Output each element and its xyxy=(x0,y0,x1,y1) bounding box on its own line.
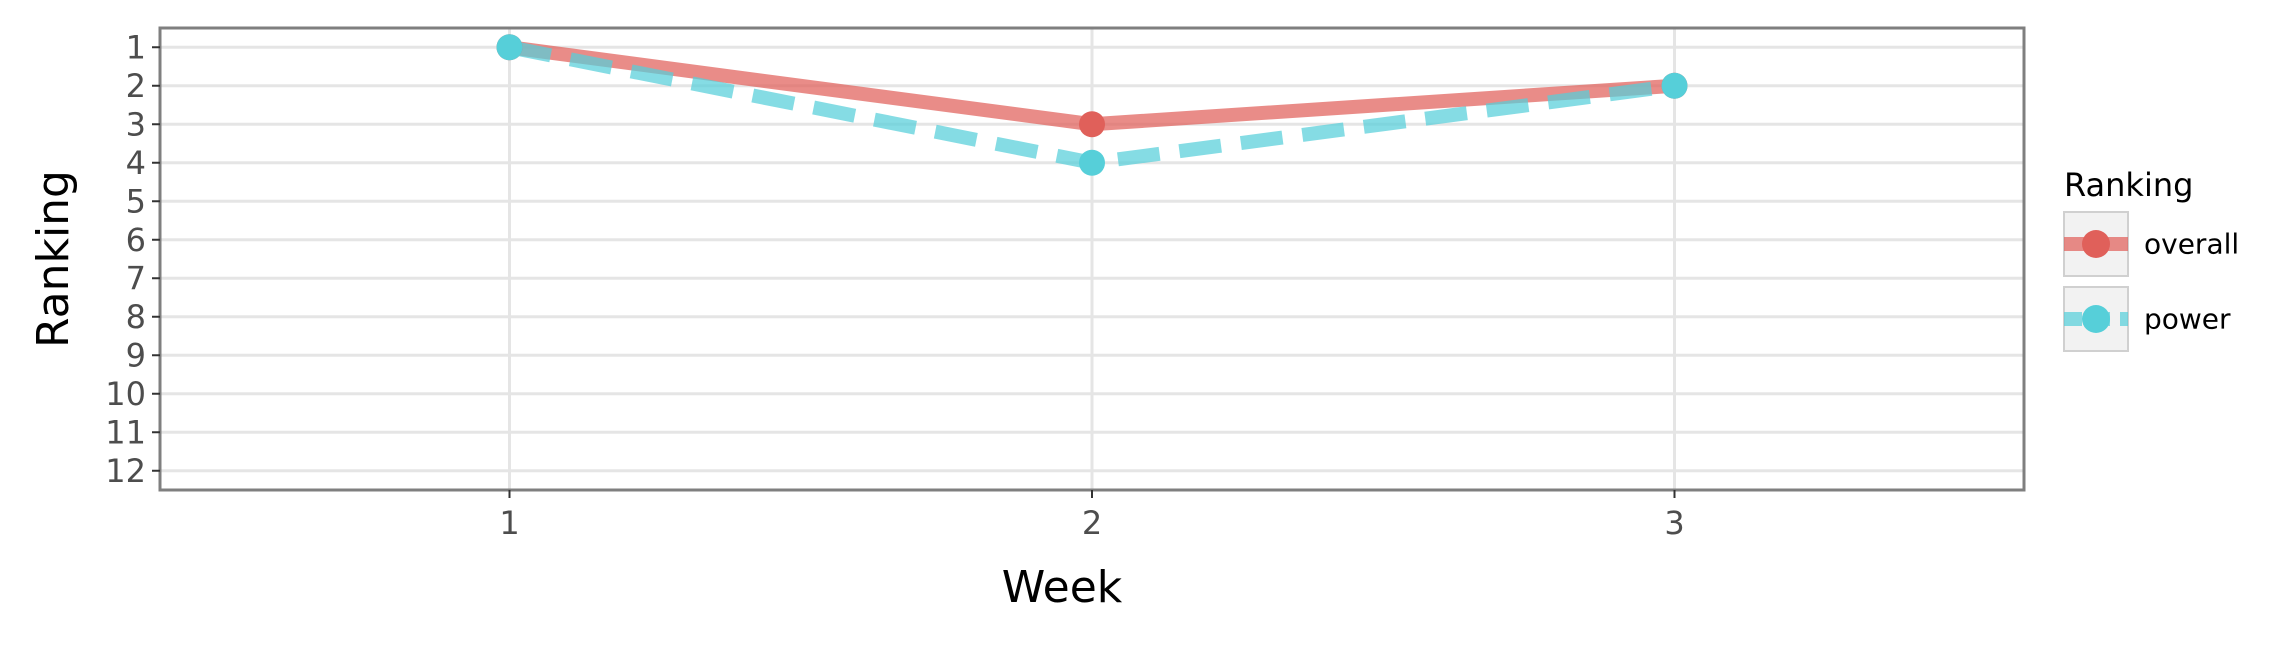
y-tick-label: 7 xyxy=(126,259,146,297)
y-tick-label: 4 xyxy=(126,144,146,182)
x-axis-ticks: 1 2 3 xyxy=(499,490,1685,542)
series-point-power xyxy=(496,34,523,61)
y-tick-label: 12 xyxy=(105,452,146,490)
y-tick-label: 5 xyxy=(126,182,146,220)
x-tick-label: 1 xyxy=(499,504,519,542)
y-tick-label: 3 xyxy=(126,105,146,143)
y-tick-label: 9 xyxy=(126,336,146,374)
legend-label: power xyxy=(2144,303,2231,336)
y-tick-label: 11 xyxy=(105,413,146,451)
legend-label: overall xyxy=(2144,228,2239,261)
legend: Ranking overall power xyxy=(2063,166,2239,352)
x-tick-label: 3 xyxy=(1664,504,1684,542)
series-point-overall xyxy=(1079,111,1105,138)
x-axis-title: Week xyxy=(1002,562,1123,613)
x-tick-label: 2 xyxy=(1082,504,1102,542)
legend-item-overall: overall xyxy=(2063,211,2239,277)
legend-title: Ranking xyxy=(2064,166,2193,204)
legend-key-point xyxy=(2082,230,2110,258)
y-tick-label: 1 xyxy=(126,28,146,66)
series-point-power xyxy=(1079,149,1105,176)
legend-items: overall power xyxy=(2063,211,2239,352)
y-tick-label: 6 xyxy=(126,221,146,259)
series-point-power xyxy=(1661,72,1688,99)
y-tick-label: 2 xyxy=(126,67,146,105)
series-layer xyxy=(496,34,1688,176)
legend-item-power: power xyxy=(2063,286,2231,352)
y-tick-label: 10 xyxy=(105,375,146,413)
legend-key-point xyxy=(2082,305,2110,333)
y-tick-label: 8 xyxy=(126,298,146,336)
grid-layer xyxy=(160,28,2024,490)
y-axis-title: Ranking xyxy=(28,170,79,348)
